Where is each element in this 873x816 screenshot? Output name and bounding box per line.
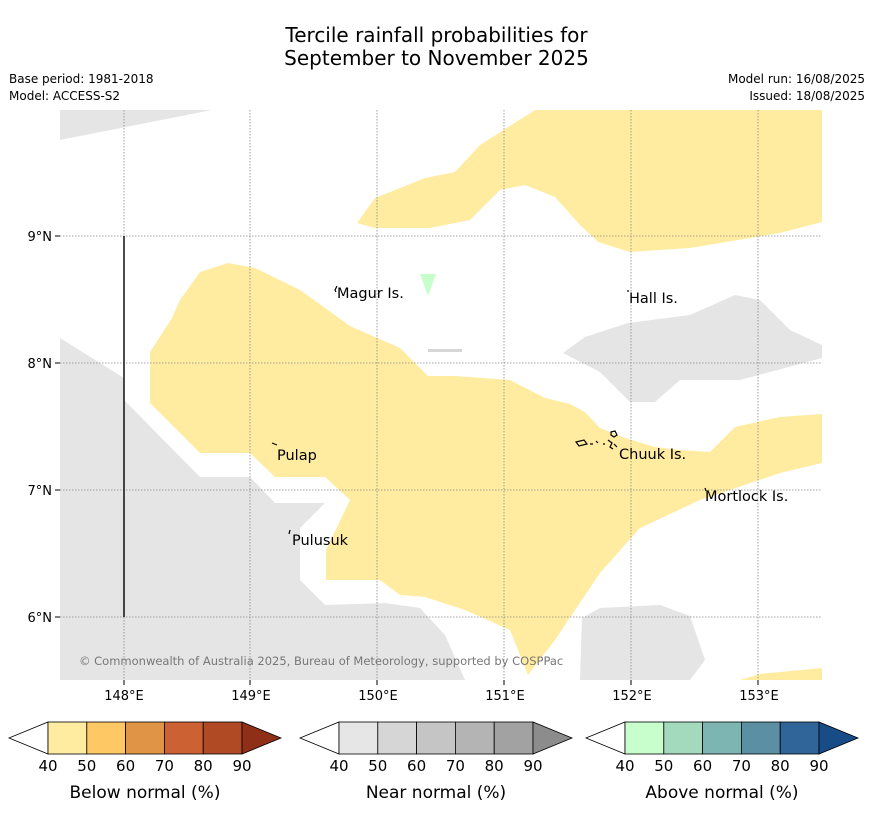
place-labels: Magur Is. Hall Is. Pulap Chuuk Is. Mortl… (277, 286, 788, 549)
above-normal-region (420, 274, 436, 296)
lat-label-6n: 6°N (28, 611, 53, 626)
near-normal-strip (428, 349, 462, 352)
colorbar-tick-label: 40 (38, 757, 57, 775)
island-magur (334, 285, 338, 293)
islands (271, 285, 707, 535)
colorbar-tick-label: 90 (809, 757, 828, 775)
colorbar-title: Near normal (%) (366, 783, 506, 803)
latitude-ticks (55, 235, 60, 618)
colorbar-segment (377, 721, 417, 755)
colorbar-left-arrow (7, 721, 49, 755)
colorbar-tick-label: 80 (194, 757, 213, 775)
colorbar-segment (338, 721, 379, 755)
latitude-labels: 9°N 8°N 7°N 6°N (28, 230, 53, 626)
issued-text: Issued: 18/08/2025 (749, 89, 865, 103)
colorbar-tick-label: 70 (732, 757, 751, 775)
model-text: Model: ACCESS-S2 (9, 89, 121, 103)
colorbar-legends: 40 50 60 70 80 90 Below normal (%) 40 50 60 70 80 90… (7, 721, 860, 803)
colorbar-tick-label: 60 (407, 757, 426, 775)
colorbar-tick-label: 60 (693, 757, 712, 775)
lat-label-8n: 8°N (28, 357, 53, 372)
place-label-magur: Magur Is. (337, 286, 404, 302)
island-pulusuk (288, 529, 291, 535)
lon-label-148: 148°E (104, 689, 144, 704)
title-line-2: September to November 2025 (284, 46, 589, 70)
place-label-pulap: Pulap (277, 448, 317, 464)
near-normal-region-nw (60, 110, 212, 140)
colorbar-tick-label: 40 (615, 757, 634, 775)
colorbar-tick-label: 50 (654, 757, 673, 775)
place-label-mortlock: Mortlock Is. (705, 489, 788, 505)
near-normal-region-west (60, 338, 465, 680)
lon-label-151: 151°E (485, 689, 525, 704)
colorbar-left-arrow (584, 721, 626, 755)
colorbar-segment (493, 721, 534, 755)
colorbar-left-arrow (298, 721, 340, 755)
colorbar-segment (624, 721, 665, 755)
colorbar-segment (163, 721, 204, 755)
longitude-labels: 148°E 149°E 150°E 151°E 152°E 153°E (104, 689, 779, 704)
near-normal-region-east (563, 295, 822, 402)
colorbar-tick-label: 70 (446, 757, 465, 775)
near-normal-region-southwest-patch (60, 610, 105, 680)
island-chuuk (574, 430, 618, 450)
title-line-1: Tercile rainfall probabilities for (285, 23, 588, 47)
colorbar-right-arrow (241, 721, 283, 755)
colorbar-right-arrow (818, 721, 860, 755)
colorbar-tick-label: 60 (116, 757, 135, 775)
colorbar-segment (47, 721, 88, 755)
meta-right: Model run: 16/08/2025 Issued: 18/08/2025 (728, 71, 865, 105)
lon-label-150: 150°E (358, 689, 398, 704)
colorbar-tick-label: 70 (155, 757, 174, 775)
colorbar-segment (125, 721, 165, 755)
place-label-chuuk: Chuuk Is. (619, 447, 686, 463)
colorbar-segment (779, 721, 820, 755)
colorbar-segment (86, 721, 127, 755)
lon-label-149: 149°E (231, 689, 271, 704)
copyright-text: © Commonwealth of Australia 2025, Bureau… (79, 654, 563, 668)
colorbar-tick-label: 80 (485, 757, 504, 775)
colorbar-segment (416, 721, 456, 755)
place-label-hall: Hall Is. (629, 291, 678, 307)
base-period-text: Base period: 1981-2018 (9, 72, 154, 86)
model-run-text: Model run: 16/08/2025 (727, 72, 865, 86)
island-pulap (271, 442, 278, 446)
longitude-ticks (123, 680, 759, 685)
map-title: Tercile rainfall probabilities for Septe… (0, 24, 873, 70)
colorbar-3: 40 50 60 70 80 90 Above normal (%) (584, 721, 860, 803)
colorbar-tick-label: 40 (329, 757, 348, 775)
near-normal-region-southeast (580, 605, 705, 680)
colorbar-tick-label: 50 (77, 757, 96, 775)
colorbar-segment (702, 721, 742, 755)
lon-label-152: 152°E (612, 689, 652, 704)
colorbar-segment (202, 721, 243, 755)
below-normal-region-southeast-strip (740, 668, 822, 680)
island-mortlock (704, 487, 707, 492)
colorbar-right-arrow (532, 721, 574, 755)
below-normal-region-central (150, 263, 822, 675)
colorbar-segment (741, 721, 781, 755)
below-normal-region-north (357, 110, 822, 252)
colorbar-title: Below normal (%) (70, 783, 221, 803)
near-normal-regions (60, 110, 822, 680)
below-normal-regions (150, 110, 822, 680)
colorbar-tick-label: 90 (523, 757, 542, 775)
meta-left: Base period: 1981-2018 Model: ACCESS-S2 (9, 71, 154, 105)
colorbar-title: Above normal (%) (645, 783, 798, 803)
colorbar-segment (454, 721, 495, 755)
lat-label-9n: 9°N (28, 230, 53, 245)
place-label-pulusuk: Pulusuk (292, 533, 349, 549)
colorbar-segment (663, 721, 703, 755)
colorbar-1: 40 50 60 70 80 90 Below normal (%) (7, 721, 283, 803)
lon-label-153: 153°E (739, 689, 779, 704)
colorbar-2: 40 50 60 70 80 90 Near normal (%) (298, 721, 574, 803)
colorbar-tick-label: 50 (368, 757, 387, 775)
map-area: Magur Is. Hall Is. Pulap Chuuk Is. Mortl… (60, 110, 822, 680)
colorbar-tick-label: 80 (771, 757, 790, 775)
lat-label-7n: 7°N (28, 484, 53, 499)
colorbar-tick-label: 90 (232, 757, 251, 775)
